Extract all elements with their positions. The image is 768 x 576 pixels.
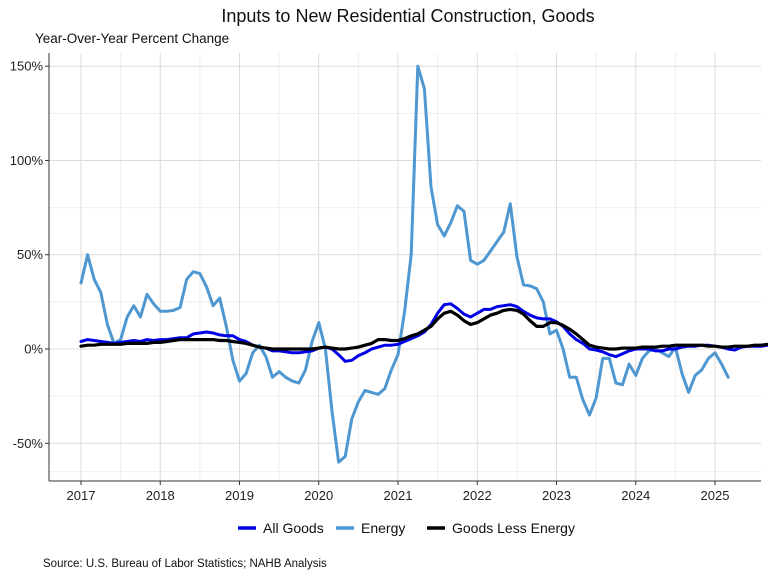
chart-title: Inputs to New Residential Construction, … <box>221 6 594 26</box>
series-lines <box>79 64 768 464</box>
x-tick-label: 2021 <box>384 488 413 503</box>
legend-label-goods-less-energy: Goods Less Energy <box>452 520 575 536</box>
x-tick-label: 2020 <box>304 488 333 503</box>
legend-label-all-goods: All Goods <box>263 520 324 536</box>
x-tick-label: 2023 <box>542 488 571 503</box>
series-line-goods-less-energy <box>79 307 768 351</box>
y-tick-label: 0% <box>24 342 43 357</box>
x-tick-label: 2025 <box>701 488 730 503</box>
source-note: Source: U.S. Bureau of Labor Statistics;… <box>43 558 327 570</box>
x-tick-label: 2018 <box>146 488 175 503</box>
x-tick-label: 2024 <box>621 488 650 503</box>
axes: -50% 0% 50% 100% 150% 2017 2018 2019 2020 2021 202… <box>10 53 761 503</box>
legend-label-energy: Energy <box>361 520 405 536</box>
x-tick-label: 2022 <box>463 488 492 503</box>
x-tick-label: 2019 <box>225 488 254 503</box>
y-tick-label: 150% <box>10 59 44 74</box>
grid <box>49 53 761 481</box>
legend: All Goods Energy Goods Less Energy <box>238 520 575 536</box>
series-line-energy <box>79 64 730 464</box>
chart-subtitle: Year-Over-Year Percent Change <box>35 31 229 46</box>
y-tick-label: 50% <box>17 247 43 262</box>
x-tick-label: 2017 <box>67 488 96 503</box>
y-tick-label: -50% <box>13 436 44 451</box>
y-tick-label: 100% <box>10 153 44 168</box>
